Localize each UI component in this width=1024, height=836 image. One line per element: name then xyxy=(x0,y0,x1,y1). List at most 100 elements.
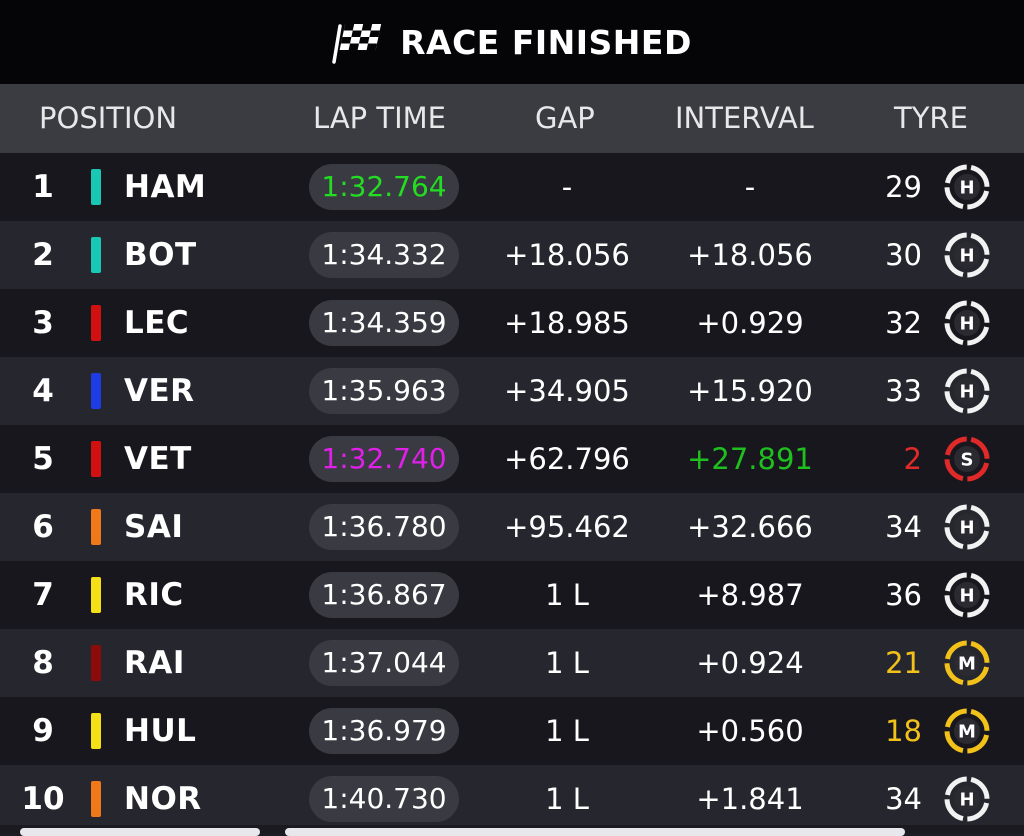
bottom-strip xyxy=(0,825,1024,836)
team-color-bar xyxy=(91,781,101,817)
team-color-bar xyxy=(91,237,101,273)
tyre-compound-letter: S xyxy=(961,450,974,471)
team-color-bar xyxy=(91,305,101,341)
lap-time-pill: 1:36.780 xyxy=(309,504,459,550)
driver-code: RAI xyxy=(124,645,185,681)
tyre-compound-letter: H xyxy=(959,586,974,607)
interval-value: +0.560 xyxy=(696,714,804,748)
gap-value: 1 L xyxy=(545,714,589,748)
column-header-position: POSITION xyxy=(39,101,178,135)
lap-time-pill: 1:34.359 xyxy=(309,300,459,346)
table-row[interactable]: 3 LEC 1:34.359 +18.985 +0.929 32 H xyxy=(0,289,1024,357)
gap-value: 1 L xyxy=(545,578,589,612)
team-color-bar xyxy=(91,577,101,613)
lap-time-pill: 1:32.740 xyxy=(309,436,459,482)
standings-table: 1 HAM 1:32.764- -29 H 2 BOT 1:34.332 +18.056 +18.… xyxy=(0,153,1024,833)
lap-time-pill: 1:34.332 xyxy=(309,232,459,278)
gap-value: +18.985 xyxy=(504,306,630,340)
tyre-compound-icon: H xyxy=(944,368,990,414)
table-row[interactable]: 4 VER 1:35.963 +34.905 +15.920 33 H xyxy=(0,357,1024,425)
tyre-compound-icon: M xyxy=(944,640,990,686)
tyre-age-laps: 21 xyxy=(885,646,922,680)
position-number: 10 xyxy=(21,781,65,817)
tyre-age-laps: 29 xyxy=(885,170,922,204)
team-color-bar xyxy=(91,509,101,545)
driver-code: RIC xyxy=(124,577,184,613)
column-header-interval: INTERVAL xyxy=(675,101,814,135)
position-number: 7 xyxy=(32,577,54,613)
tyre-age-laps: 34 xyxy=(885,782,922,816)
table-row[interactable]: 1 HAM 1:32.764 - - 29 H xyxy=(0,153,1024,221)
tyre-compound-letter: H xyxy=(959,790,974,811)
tyre-compound-letter: M xyxy=(958,654,976,675)
position-number: 2 xyxy=(32,237,54,273)
column-header-lap-time: LAP TIME xyxy=(313,101,446,135)
gap-value: +62.796 xyxy=(504,442,630,476)
tyre-compound-letter: H xyxy=(959,518,974,539)
table-row[interactable]: 10 NOR 1:40.730 1 L +1.841 34 H xyxy=(0,765,1024,833)
table-row[interactable]: 7 RIC 1:36.867 1 L +8.987 36 H xyxy=(0,561,1024,629)
tyre-age-laps: 30 xyxy=(885,238,922,272)
tyre-compound-letter: H xyxy=(959,246,974,267)
position-number: 3 xyxy=(32,305,54,341)
lap-time-pill: 1:35.963 xyxy=(309,368,459,414)
table-row[interactable]: 9 HUL 1:36.979 1 L +0.560 18 M xyxy=(0,697,1024,765)
driver-code: BOT xyxy=(124,237,197,273)
interval-value: +18.056 xyxy=(687,238,813,272)
interval-value: +1.841 xyxy=(696,782,804,816)
table-row[interactable]: 2 BOT 1:34.332 +18.056 +18.056 30 H xyxy=(0,221,1024,289)
driver-code: VER xyxy=(124,373,195,409)
interval-value: +32.666 xyxy=(687,510,813,544)
position-number: 4 xyxy=(32,373,54,409)
tyre-age-laps: 2 xyxy=(903,442,922,476)
driver-code: HUL xyxy=(124,713,197,749)
table-row[interactable]: 8 RAI 1:37.044 1 L +0.924 21 M xyxy=(0,629,1024,697)
gap-value: +18.056 xyxy=(504,238,630,272)
team-color-bar xyxy=(91,713,101,749)
tyre-compound-icon: H xyxy=(944,232,990,278)
driver-code: SAI xyxy=(124,509,184,545)
lap-time-pill: 1:36.979 xyxy=(309,708,459,754)
race-status-header: RACE FINISHED xyxy=(0,0,1024,84)
team-color-bar xyxy=(91,645,101,681)
gap-value: - xyxy=(561,170,573,204)
lap-time-pill: 1:32.764 xyxy=(309,164,459,210)
bottom-tab-right[interactable] xyxy=(285,828,905,836)
driver-code: LEC xyxy=(124,305,190,341)
interval-value: +8.987 xyxy=(696,578,804,612)
tyre-compound-letter: H xyxy=(959,382,974,403)
driver-code: VET xyxy=(124,441,192,477)
tyre-compound-icon: H xyxy=(944,572,990,618)
bottom-tab-left[interactable] xyxy=(20,828,260,836)
tyre-age-laps: 32 xyxy=(885,306,922,340)
tyre-compound-icon: S xyxy=(944,436,990,482)
position-number: 9 xyxy=(32,713,54,749)
tyre-compound-letter: H xyxy=(959,314,974,335)
checkered-flag-icon xyxy=(332,24,382,64)
tyre-compound-icon: H xyxy=(944,300,990,346)
gap-value: +34.905 xyxy=(504,374,630,408)
interval-value: +27.891 xyxy=(687,442,813,476)
position-number: 8 xyxy=(32,645,54,681)
lap-time-pill: 1:37.044 xyxy=(309,640,459,686)
team-color-bar xyxy=(91,169,101,205)
table-row[interactable]: 6 SAI 1:36.780 +95.462 +32.666 34 H xyxy=(0,493,1024,561)
column-header-row: POSITION LAP TIME GAP INTERVAL TYRE xyxy=(0,84,1024,153)
tyre-compound-letter: H xyxy=(959,178,974,199)
column-header-tyre: TYRE xyxy=(894,101,968,135)
team-color-bar xyxy=(91,373,101,409)
table-row[interactable]: 5 VET 1:32.740 +62.796 +27.891 2 S xyxy=(0,425,1024,493)
lap-time-pill: 1:36.867 xyxy=(309,572,459,618)
lap-time-pill: 1:40.730 xyxy=(309,776,459,822)
position-number: 6 xyxy=(32,509,54,545)
tyre-compound-icon: H xyxy=(944,776,990,822)
interval-value: +0.929 xyxy=(696,306,804,340)
driver-code: NOR xyxy=(124,781,202,817)
team-color-bar xyxy=(91,441,101,477)
column-header-gap: GAP xyxy=(535,101,595,135)
gap-value: 1 L xyxy=(545,782,589,816)
tyre-age-laps: 33 xyxy=(885,374,922,408)
tyre-age-laps: 18 xyxy=(885,714,922,748)
position-number: 1 xyxy=(32,169,54,205)
tyre-compound-icon: M xyxy=(944,708,990,754)
